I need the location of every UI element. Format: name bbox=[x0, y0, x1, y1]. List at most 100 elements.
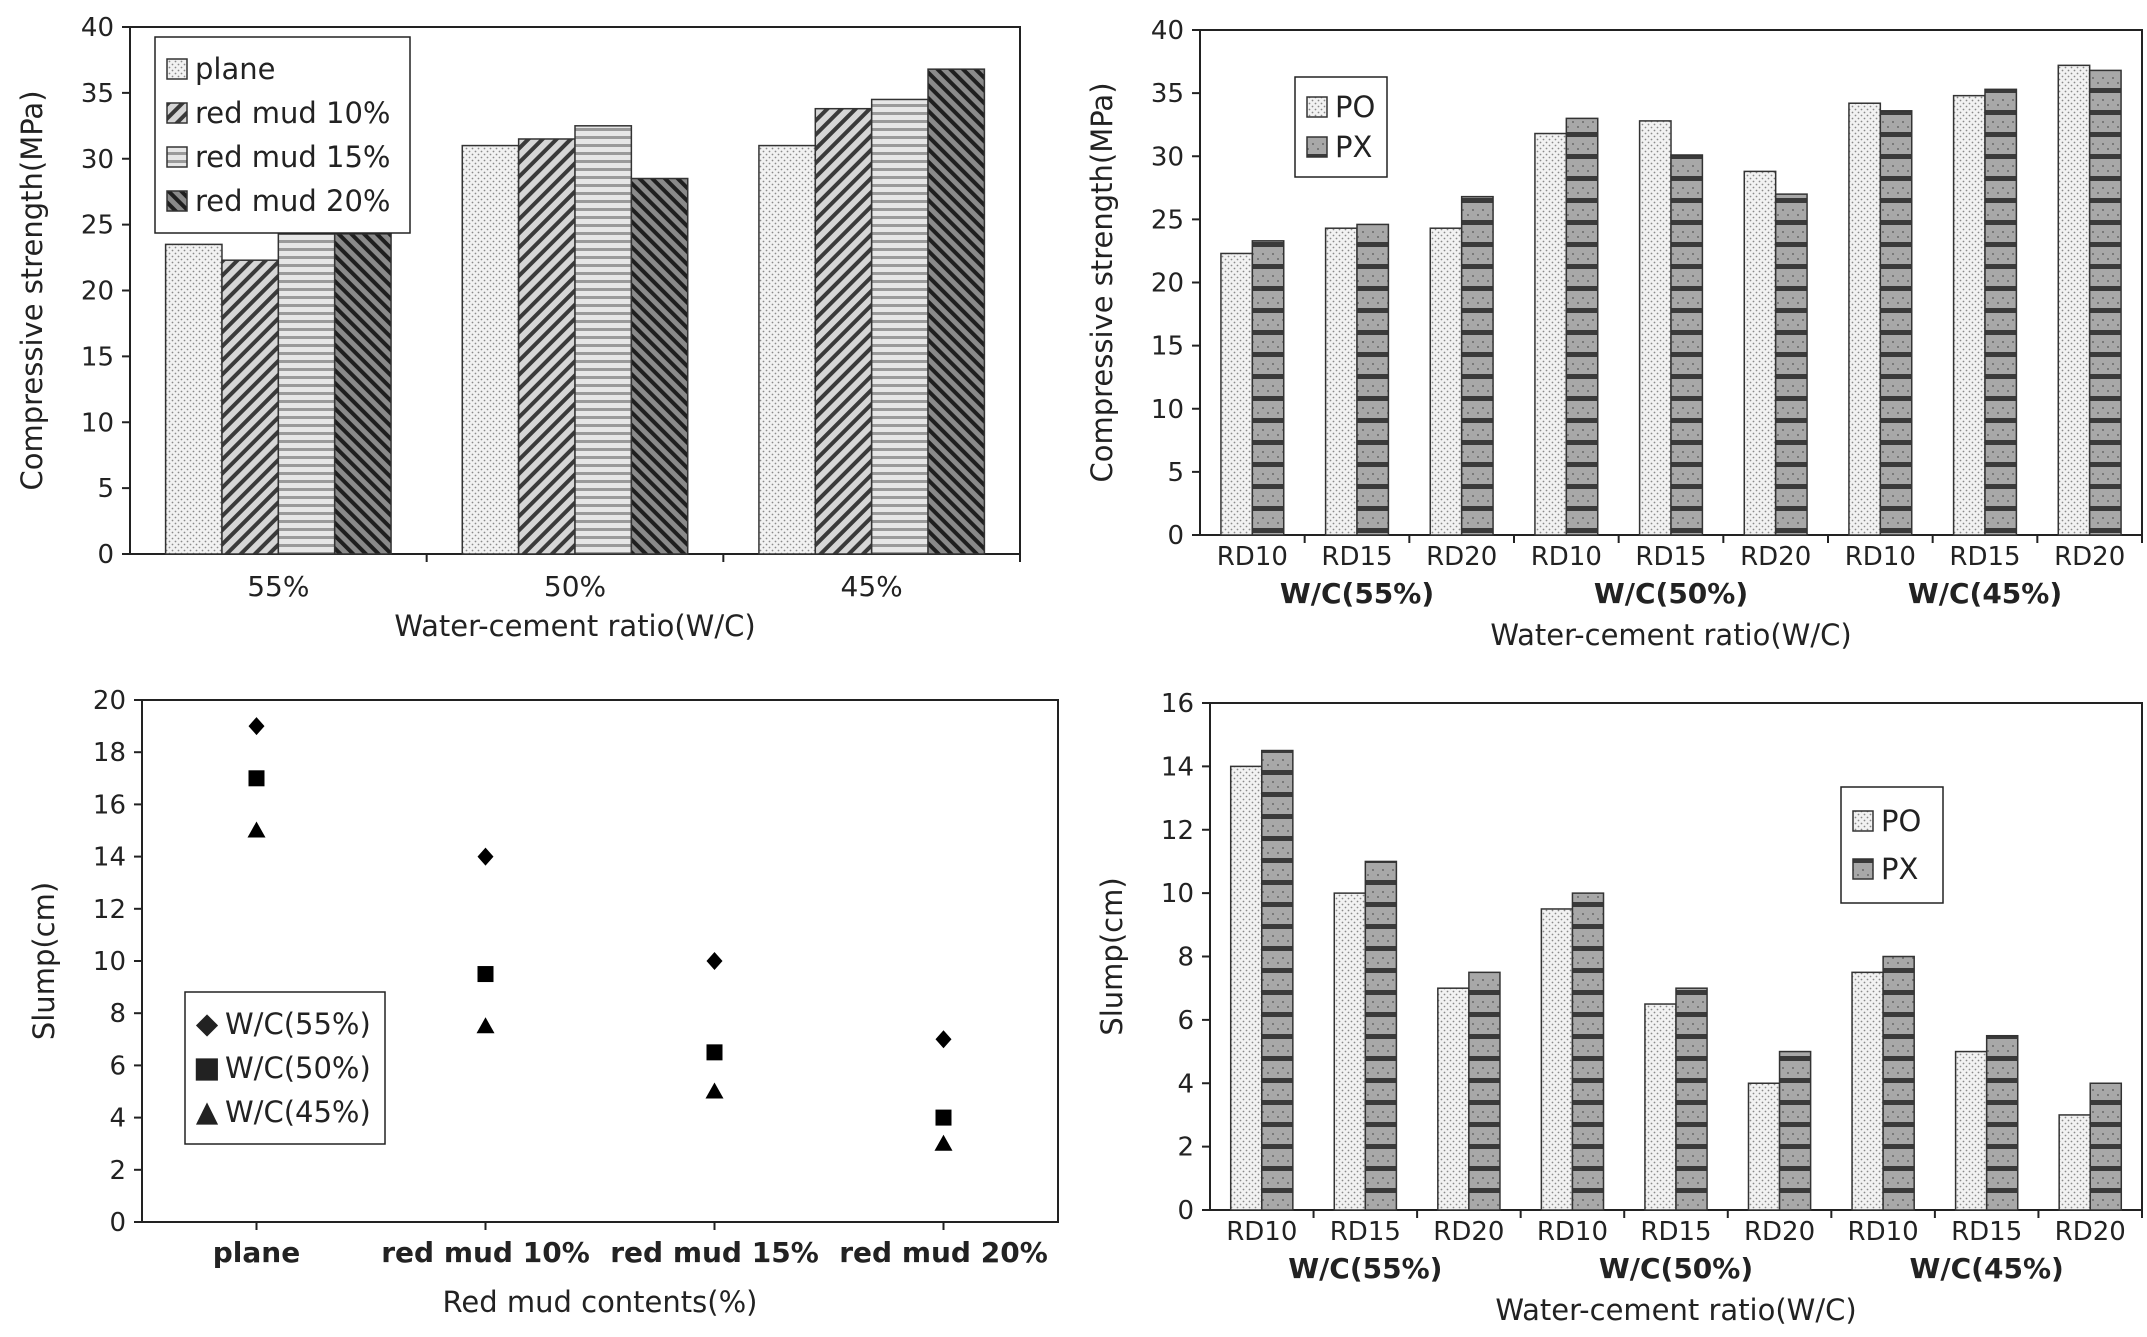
bar bbox=[461, 144, 520, 555]
bar bbox=[758, 144, 817, 555]
bar bbox=[1429, 227, 1463, 536]
x-category-label: RD20 bbox=[2055, 1217, 2126, 1247]
y-tick-label: 10 bbox=[1161, 879, 1194, 909]
x-category-label: RD10 bbox=[1537, 1217, 1608, 1247]
bar bbox=[1460, 195, 1494, 536]
data-point-square bbox=[477, 966, 494, 983]
y-tick-label: 2 bbox=[109, 1156, 126, 1186]
legend-label: red mud 20% bbox=[195, 184, 390, 218]
legend-label: PO bbox=[1881, 804, 1921, 838]
bar bbox=[333, 233, 392, 555]
x-category-label: RD15 bbox=[1635, 542, 1706, 572]
bar bbox=[1743, 170, 1777, 536]
bar bbox=[1324, 227, 1358, 536]
bar bbox=[630, 177, 689, 555]
y-tick-label: 4 bbox=[1177, 1069, 1194, 1099]
y-tick-label: 5 bbox=[97, 474, 114, 504]
bar bbox=[2057, 64, 2091, 536]
bar bbox=[1364, 860, 1398, 1211]
x-group-label: W/C(55%) bbox=[1280, 577, 1434, 610]
y-tick-label: 0 bbox=[97, 540, 114, 570]
y-tick-label: 12 bbox=[1161, 816, 1194, 846]
x-category-label: RD15 bbox=[1321, 542, 1392, 572]
x-category-label: plane bbox=[213, 1236, 300, 1269]
bar bbox=[1220, 252, 1254, 536]
bar bbox=[1565, 117, 1599, 536]
legend-label: red mud 10% bbox=[195, 96, 390, 130]
bar bbox=[870, 98, 929, 555]
y-axis-title: Compressive strength(MPa) bbox=[15, 90, 49, 490]
y-tick-label: 8 bbox=[1177, 943, 1194, 973]
bar bbox=[1954, 1050, 1988, 1211]
legend-marker: ▲ bbox=[196, 1094, 219, 1128]
y-tick-label: 20 bbox=[93, 686, 126, 716]
legend-label: plane bbox=[195, 52, 275, 86]
y-tick-label: 16 bbox=[93, 790, 126, 820]
chart-slump-po-px: 0 2 4 6 8 10 12 14 16 Slump(cm) RD10 RD15 RD20 RD10 RD… bbox=[1095, 689, 2143, 1327]
y-tick-label: 10 bbox=[1151, 395, 1184, 425]
x-category-label: RD15 bbox=[1951, 1217, 2022, 1247]
x-group-label: W/C(45%) bbox=[1908, 577, 2062, 610]
x-category-label: RD10 bbox=[1531, 542, 1602, 572]
bar bbox=[814, 107, 873, 555]
bar bbox=[1540, 908, 1574, 1211]
y-tick-label: 30 bbox=[81, 145, 114, 175]
legend-label: W/C(55%) bbox=[225, 1007, 371, 1041]
chart-compressive-po-px: 0 5 10 15 20 25 30 35 40 Compressive strength(MPa… bbox=[1085, 16, 2143, 652]
x-category-label: RD15 bbox=[1949, 542, 2020, 572]
bar bbox=[2089, 1082, 2123, 1211]
bar bbox=[1882, 955, 1915, 1211]
bar bbox=[1261, 749, 1294, 1211]
data-point-diamond bbox=[706, 952, 723, 970]
y-tick-label: 20 bbox=[1151, 269, 1184, 299]
data-point-triangle bbox=[705, 1082, 724, 1099]
bar bbox=[1638, 120, 1672, 536]
data-point-diamond bbox=[248, 717, 265, 736]
data-point-triangle bbox=[934, 1134, 953, 1151]
y-tick-label: 20 bbox=[81, 277, 114, 307]
legend-marker: ■ bbox=[193, 1050, 220, 1084]
legend-label: PX bbox=[1335, 130, 1372, 164]
legend-label: red mud 15% bbox=[195, 140, 390, 174]
x-axis-title: Water-cement ratio(W/C) bbox=[1490, 618, 1851, 652]
legend-marker: ◆ bbox=[196, 1006, 219, 1040]
legend-swatch bbox=[1306, 136, 1328, 158]
y-axis-title: Slump(cm) bbox=[1095, 877, 1129, 1035]
data-point-triangle bbox=[476, 1017, 495, 1034]
bar bbox=[1229, 765, 1263, 1211]
y-tick-label: 14 bbox=[1161, 752, 1194, 782]
x-category-label: red mud 20% bbox=[839, 1236, 1048, 1269]
bar bbox=[164, 243, 223, 555]
x-group-label: W/C(50%) bbox=[1599, 1252, 1753, 1285]
bar bbox=[221, 259, 280, 555]
legend-box bbox=[1840, 786, 1944, 904]
legend-swatch bbox=[166, 102, 188, 124]
x-category-label: 55% bbox=[247, 570, 309, 603]
x-category-label: RD20 bbox=[2054, 542, 2125, 572]
y-tick-label: 15 bbox=[1151, 332, 1184, 362]
legend-swatch bbox=[1306, 96, 1328, 118]
bar bbox=[1851, 971, 1884, 1211]
y-tick-label: 25 bbox=[1151, 205, 1184, 235]
bar bbox=[1333, 892, 1367, 1211]
bar bbox=[1356, 223, 1390, 536]
x-category-label: 45% bbox=[841, 570, 903, 603]
x-axis-title: Water-cement ratio(W/C) bbox=[1495, 1293, 1856, 1327]
data-point-diamond bbox=[935, 1030, 952, 1049]
y-tick-label: 0 bbox=[1177, 1196, 1194, 1226]
y-tick-label: 40 bbox=[1151, 16, 1184, 46]
y-tick-label: 35 bbox=[81, 79, 114, 109]
legend-swatch bbox=[166, 58, 188, 80]
legend-label: W/C(50%) bbox=[225, 1051, 371, 1085]
x-group-label: W/C(50%) bbox=[1594, 577, 1748, 610]
chart-slump-scatter: 0 2 4 6 8 10 12 14 16 18 20 Slump(cm) plane red mud 1… bbox=[27, 686, 1059, 1319]
y-tick-label: 30 bbox=[1151, 142, 1184, 172]
bar bbox=[1774, 193, 1808, 536]
legend-swatch bbox=[1852, 858, 1874, 880]
bar bbox=[1778, 1050, 1812, 1211]
bar bbox=[1534, 132, 1568, 536]
y-tick-label: 6 bbox=[1177, 1006, 1194, 1036]
bar bbox=[2088, 69, 2122, 536]
